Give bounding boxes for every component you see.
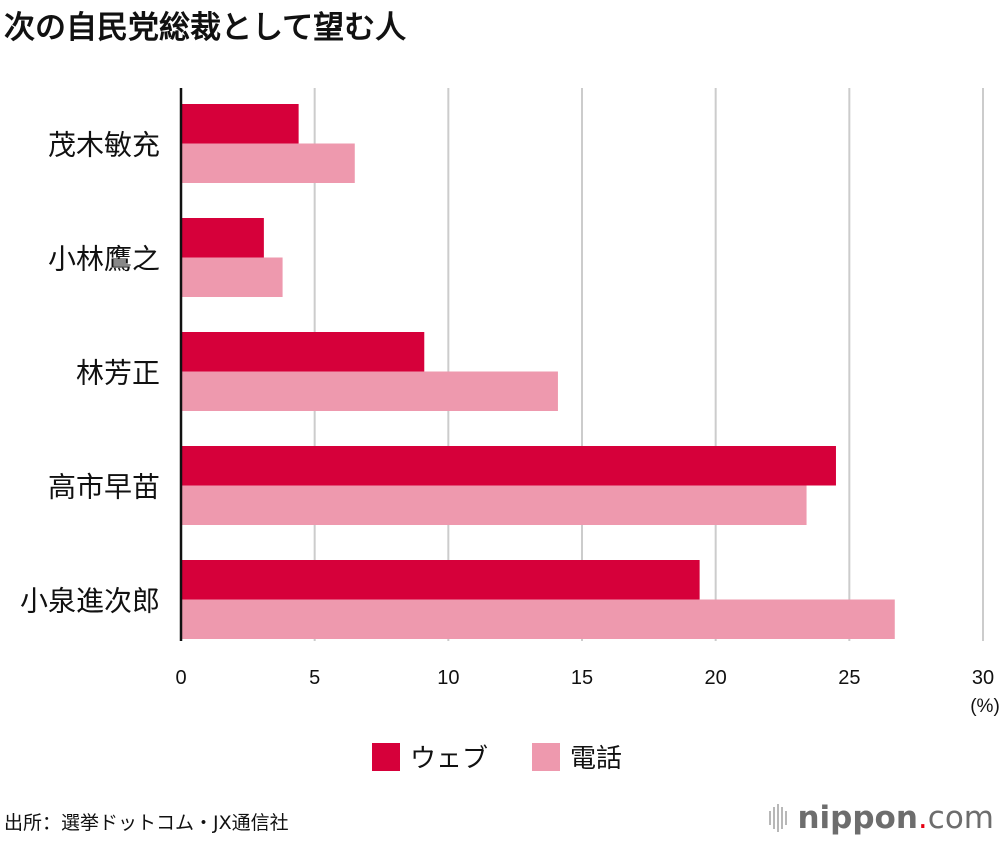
legend-swatch-web (372, 742, 400, 771)
bar-web (181, 446, 836, 486)
logo-main: nippon (797, 800, 918, 836)
bar-phone (181, 485, 807, 525)
legend: ウェブ 電話 (372, 738, 622, 775)
bar-phone (181, 143, 355, 183)
legend-item-phone: 電話 (532, 738, 622, 775)
x-tick-label: 30 (972, 667, 994, 689)
category-label: 小林鷹之 (48, 243, 160, 276)
legend-swatch-phone (532, 742, 561, 771)
nippon-logo: nippon. com (769, 800, 994, 836)
x-tick-label: 15 (571, 667, 593, 689)
chart-title: 次の自民党総裁として望む人 (4, 10, 407, 46)
bar-web (181, 104, 299, 144)
legend-item-web: ウェブ (372, 738, 488, 775)
bar-web (181, 218, 264, 258)
legend-label-phone: 電話 (570, 744, 623, 774)
logo-bars-icon (769, 804, 788, 832)
category-label: 小泉進次郎 (20, 585, 160, 618)
x-tick-label: 5 (309, 667, 320, 689)
x-unit-label: (%) (970, 696, 1000, 717)
bar-phone (181, 257, 283, 297)
logo-dot: . (917, 800, 928, 836)
x-tick-label: 10 (437, 667, 459, 689)
category-label: 茂木敏充 (48, 129, 160, 162)
logo-suffix: com (927, 800, 994, 836)
source-note: 出所：選挙ドットコム・JX通信社 (4, 812, 289, 834)
bar-web (181, 560, 700, 600)
legend-label-web: ウェブ (410, 744, 489, 774)
x-tick-label: 20 (705, 667, 727, 689)
category-label: 高市早苗 (48, 471, 160, 504)
x-tick-label: 25 (838, 667, 860, 689)
x-tick-label: 0 (175, 667, 186, 689)
bar-web (181, 332, 425, 372)
bar-phone (181, 371, 558, 411)
bar-phone (181, 599, 895, 639)
category-label: 林芳正 (76, 357, 160, 390)
